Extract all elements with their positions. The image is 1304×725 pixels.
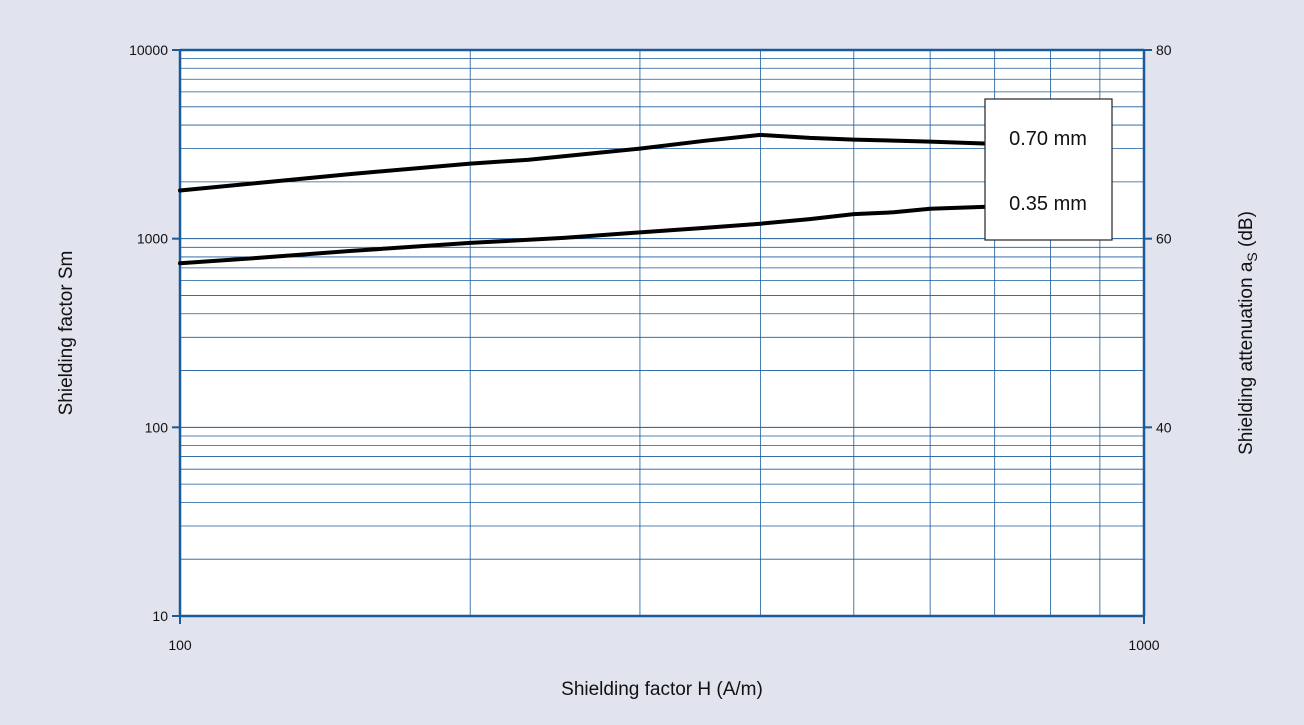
x-axis-title: Shielding factor H (A/m) — [561, 679, 763, 700]
series-line-0-35-mm — [178, 204, 997, 266]
y2-tick-label: 60 — [1156, 231, 1172, 247]
legend-label-0-70-mm: 0.70 mm — [1009, 128, 1087, 150]
y-tick-label: 10 — [152, 608, 168, 624]
series — [178, 132, 997, 266]
y2-tick-label: 80 — [1156, 42, 1172, 58]
legend-label-0-35-mm: 0.35 mm — [1009, 193, 1087, 215]
x-tick-label: 1000 — [1128, 637, 1159, 653]
legend: 0.70 mm 0.35 mm — [984, 98, 1113, 241]
y-axis-title: Shielding factor Sm — [56, 251, 77, 416]
y2-axis-title-unit: (dB) — [1236, 211, 1257, 252]
y2-axis-title: Shielding attenuation aS (dB) — [1236, 211, 1260, 455]
y-tick-label: 1000 — [137, 231, 168, 247]
legend-box — [984, 98, 1113, 241]
y2-tick-label: 40 — [1156, 419, 1172, 435]
y2-axis-title-sub: S — [1244, 252, 1260, 261]
y2-axis-title-main: Shielding attenuation a — [1236, 261, 1257, 455]
grid — [180, 49, 1144, 617]
y-tick-label: 10000 — [129, 42, 168, 58]
y-tick-label: 100 — [145, 419, 169, 435]
x-tick-label: 100 — [168, 637, 192, 653]
series-line-0-70-mm — [178, 132, 997, 193]
